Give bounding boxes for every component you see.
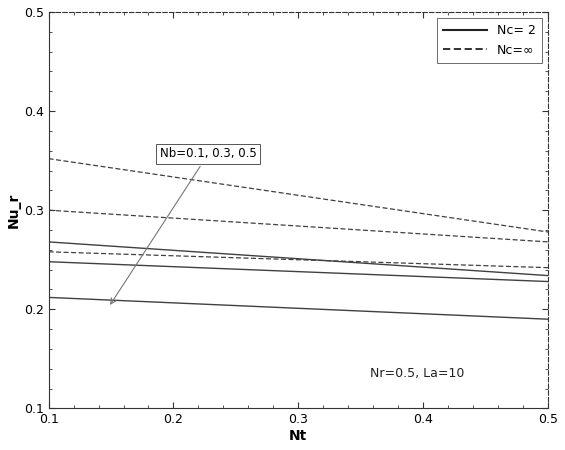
Y-axis label: Nu_r: Nu_r	[7, 193, 21, 228]
Text: Nr=0.5, La=10: Nr=0.5, La=10	[370, 367, 464, 380]
X-axis label: Nt: Nt	[289, 429, 307, 443]
Text: Nb=0.1, 0.3, 0.5: Nb=0.1, 0.3, 0.5	[111, 147, 257, 304]
Legend: Nc= 2, Nc=∞: Nc= 2, Nc=∞	[437, 18, 542, 63]
